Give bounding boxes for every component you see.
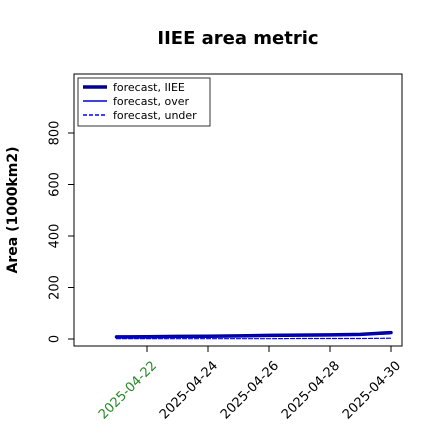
- series-group: [114, 330, 393, 340]
- y-tick-label: 200: [48, 275, 63, 300]
- plot-frame: [73, 73, 403, 347]
- y-tick-label: 600: [48, 172, 63, 197]
- legend: forecast, IIEE forecast, over forecast, …: [77, 77, 211, 127]
- x-tick-label: 2025-04-28: [279, 358, 343, 422]
- y-tick-label: 800: [48, 121, 63, 146]
- x-tick-label: 2025-04-30: [340, 358, 404, 422]
- legend-label-over: forecast, over: [113, 95, 189, 108]
- x-tick-label: 2025-04-24: [157, 358, 221, 422]
- x-tick-label: 2025-04-26: [218, 358, 282, 422]
- x-tick-label: 2025-04-22: [96, 358, 160, 422]
- y-tick-label: 400: [48, 224, 63, 249]
- legend-label-under: forecast, under: [113, 109, 197, 122]
- series-line-under: [115, 337, 392, 340]
- y-tick-label: 0: [48, 335, 63, 343]
- y-axis: 0 200 400 600 800: [48, 121, 74, 343]
- y-axis-label: Area (1000km2): [5, 147, 21, 274]
- legend-box: [77, 77, 211, 127]
- x-axis: 2025-04-222025-04-242025-04-262025-04-28…: [96, 346, 404, 422]
- legend-label-iiee: forecast, IIEE: [113, 81, 185, 94]
- series-line-over: [115, 332, 392, 338]
- chart-title: IIEE area metric: [157, 28, 318, 49]
